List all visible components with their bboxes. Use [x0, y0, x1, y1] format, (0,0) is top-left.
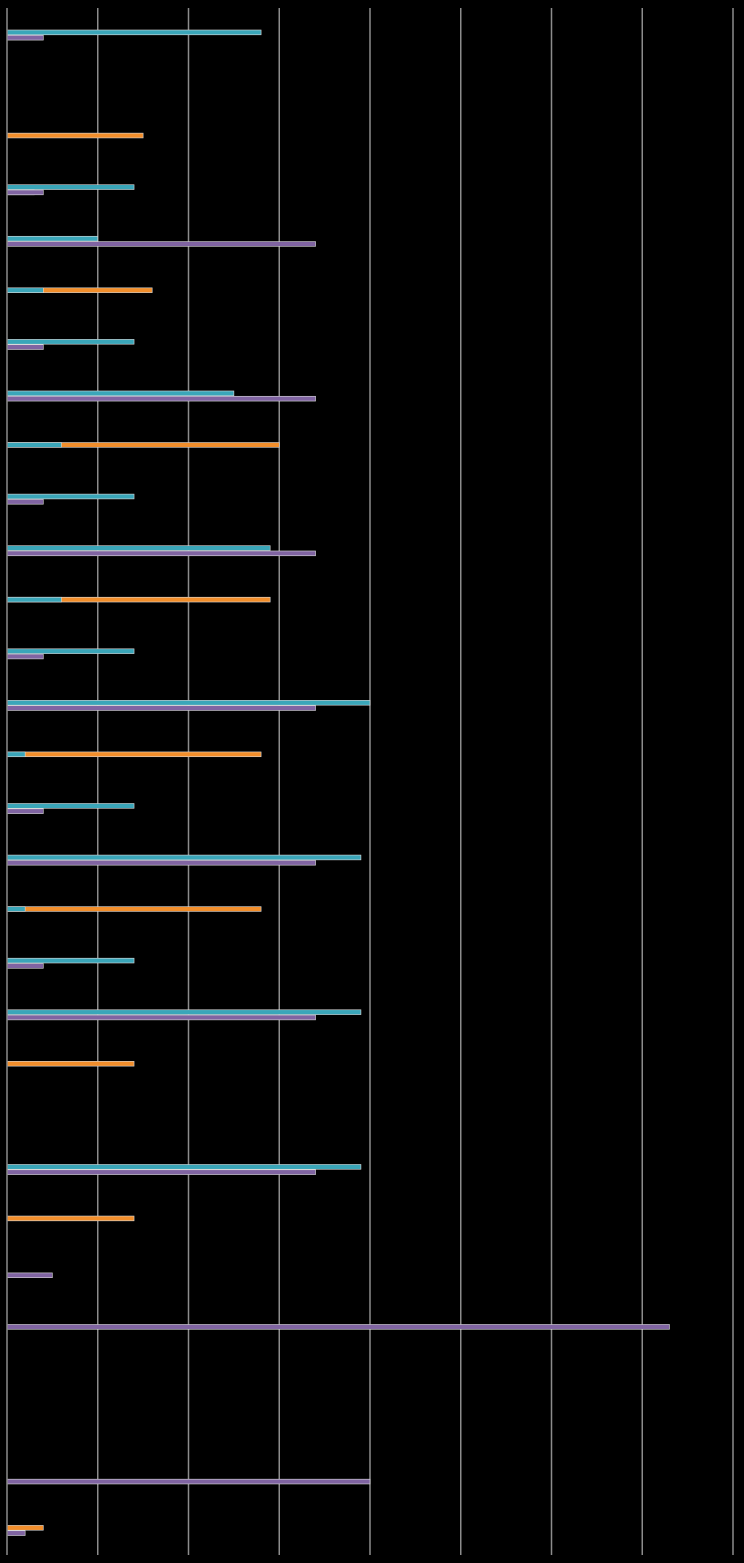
bar: [6, 184, 135, 190]
bar: [6, 1164, 362, 1170]
bar: [6, 344, 44, 350]
bar: [6, 596, 62, 603]
bar: [6, 1525, 44, 1531]
bar: [6, 648, 135, 654]
bar: [6, 235, 99, 242]
bar: [6, 1014, 316, 1021]
gridlines: [97, 8, 734, 1555]
bar: [6, 1215, 135, 1222]
bar: [6, 1061, 135, 1067]
bar: [6, 545, 271, 551]
bar: [6, 705, 316, 711]
bar: [6, 1169, 316, 1175]
bar: [6, 700, 371, 706]
bar: [6, 189, 44, 196]
bar: [6, 499, 44, 505]
bar: [6, 751, 262, 758]
bar: [6, 493, 135, 500]
bar: [6, 906, 262, 912]
bar: [6, 963, 44, 969]
bar: [6, 339, 135, 345]
bar: [6, 1530, 26, 1536]
bar: [6, 906, 26, 912]
bar: [6, 854, 362, 861]
bar: [6, 803, 135, 809]
bar: [6, 550, 316, 557]
bar: [6, 390, 235, 397]
bar: [6, 29, 262, 36]
bar: [6, 34, 44, 41]
bar: [6, 287, 44, 293]
bar: [6, 653, 44, 660]
bar: [6, 241, 316, 247]
bar: [6, 808, 44, 814]
bar: [6, 1478, 371, 1485]
bar: [6, 1009, 362, 1015]
bars: [6, 29, 670, 1536]
bar: [6, 957, 135, 964]
bar: [6, 751, 26, 758]
bar: [6, 132, 144, 139]
bar: [6, 395, 316, 402]
bar: [6, 860, 316, 866]
bar: [6, 1324, 670, 1330]
bar: [6, 442, 62, 448]
bar: [6, 1272, 53, 1279]
